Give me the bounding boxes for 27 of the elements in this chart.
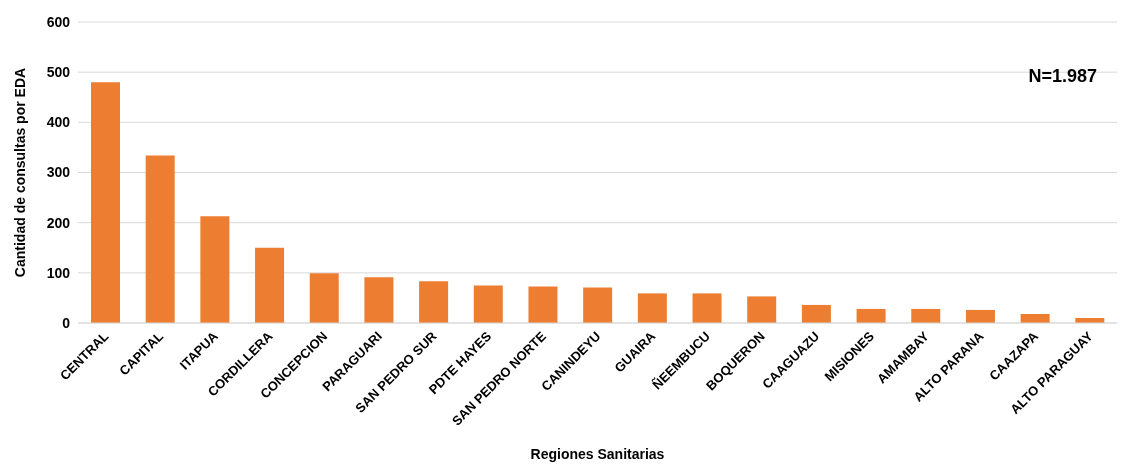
bar (637, 293, 667, 323)
bar (692, 293, 722, 323)
bar (856, 308, 886, 323)
bar (801, 304, 831, 323)
y-axis-title: Cantidad de consultas por EDA (11, 67, 28, 278)
bar (255, 247, 285, 323)
bar (419, 281, 449, 323)
bar (473, 285, 503, 323)
x-axis-title: Regiones Sanitarias (530, 446, 665, 462)
y-tick-label: 500 (46, 64, 71, 81)
bar (911, 308, 941, 323)
bar (145, 155, 175, 323)
bar (309, 273, 339, 323)
bar (965, 309, 995, 323)
bar (364, 277, 394, 323)
bar (91, 82, 120, 323)
bar (583, 287, 613, 323)
y-tick-label: 300 (46, 164, 71, 181)
annotation: N=1.987 (1028, 66, 1097, 87)
y-tick-label: 400 (46, 114, 71, 131)
bar (528, 286, 558, 323)
y-tick-label: 600 (46, 13, 71, 30)
bar (747, 296, 777, 323)
y-tick-label: 0 (62, 314, 71, 331)
y-tick-label: 100 (46, 264, 71, 281)
y-tick-label: 200 (46, 214, 71, 231)
bar (200, 216, 230, 323)
